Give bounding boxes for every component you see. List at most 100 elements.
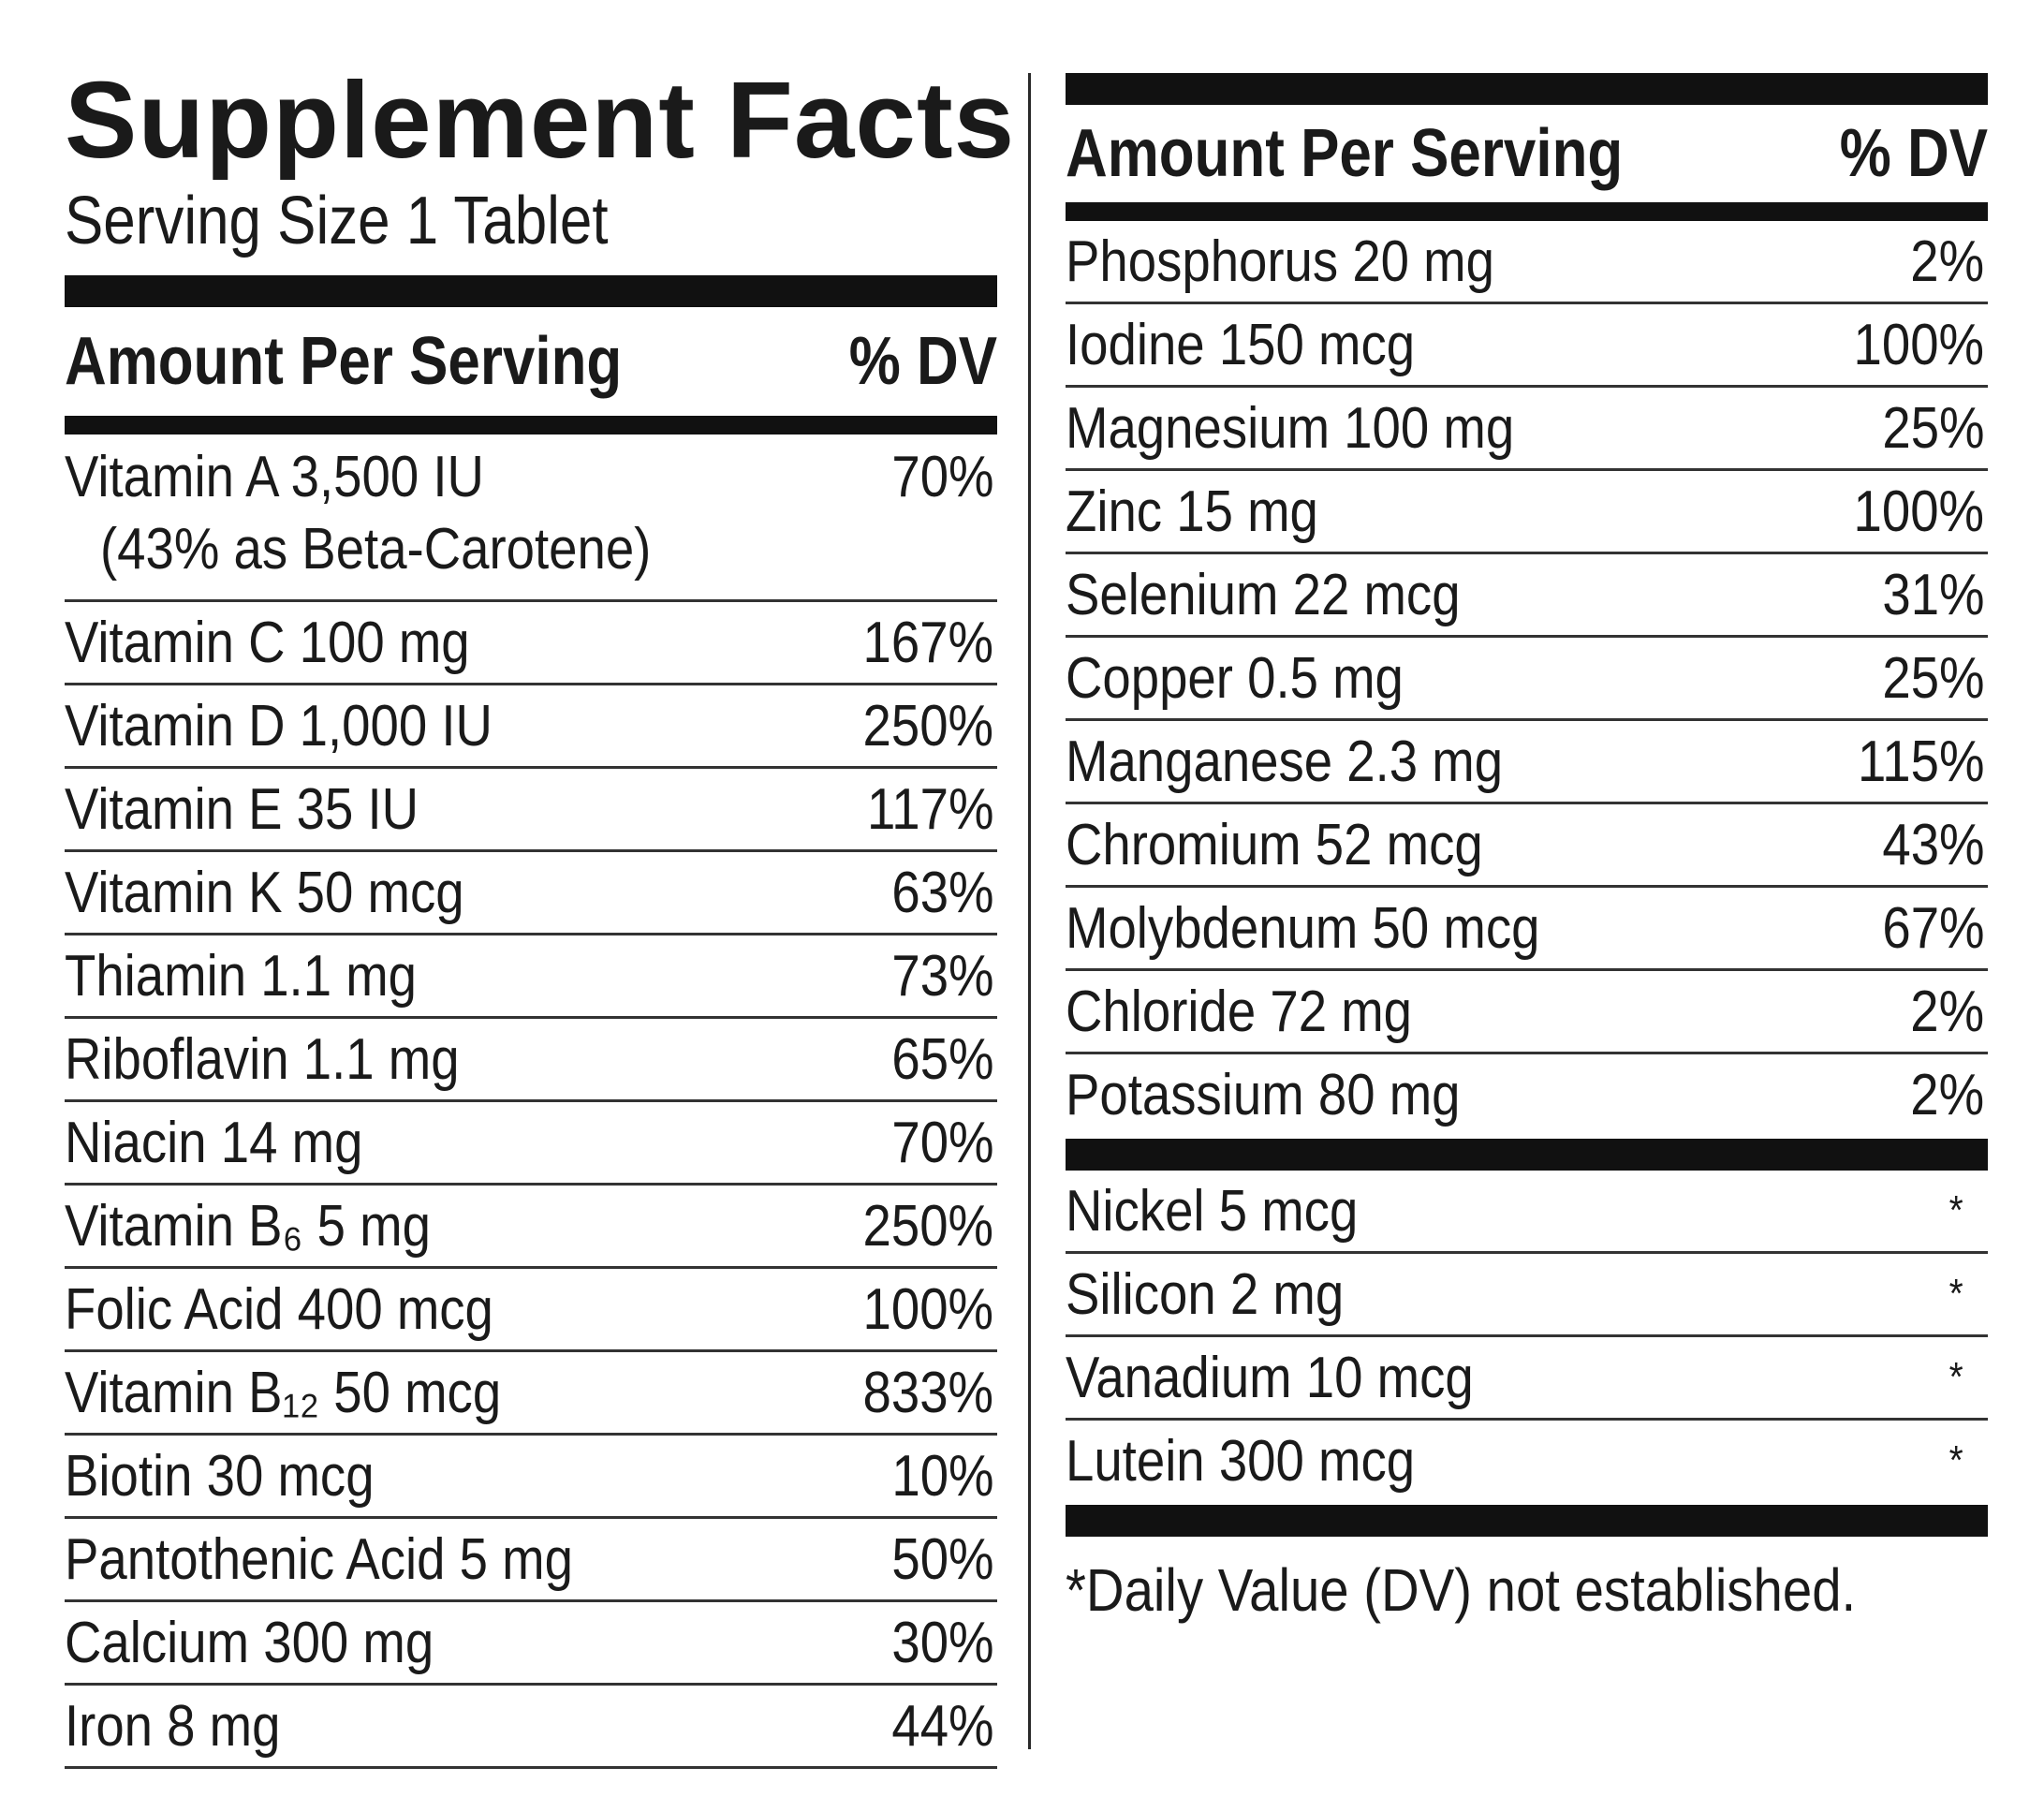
thick-divider xyxy=(1066,1505,1988,1537)
nutrient-row: Zinc 15 mg 100% xyxy=(1066,471,1988,554)
header-divider xyxy=(1066,202,1988,221)
nutrient-dv: * xyxy=(1948,1354,1963,1400)
nutrient-dv: 50% xyxy=(891,1526,994,1592)
left-panel: Supplement Facts Serving Size 1 Tablet A… xyxy=(65,59,1016,1769)
nutrient-dv: 115% xyxy=(1857,729,1985,794)
nutrient-name: Vitamin B₁₂ 50 mcg xyxy=(65,1360,502,1425)
nutrient-dv: 2% xyxy=(1910,228,1985,294)
nutrient-dv: * xyxy=(1948,1437,1963,1483)
nutrient-name: Iron 8 mg xyxy=(65,1693,281,1759)
nutrient-name: Pantothenic Acid 5 mg xyxy=(65,1526,573,1592)
nutrient-row: Chromium 52 mcg 43% xyxy=(1066,804,1988,888)
footnote: *Daily Value (DV) not established. xyxy=(1066,1556,1857,1624)
nutrient-row: Vitamin C 100 mg 167% xyxy=(65,602,997,685)
nutrient-row: Vitamin B₁₂ 50 mcg 833% xyxy=(65,1352,997,1436)
nutrient-dv: 100% xyxy=(862,1276,994,1342)
nutrient-row: Nickel 5 mcg * xyxy=(1066,1171,1988,1254)
right-nutrient-list: Phosphorus 20 mg 2% Iodine 150 mcg 100% Ma… xyxy=(1066,221,1988,1135)
nutrient-row: Lutein 300 mcg * xyxy=(1066,1421,1988,1501)
nutrient-row: Folic Acid 400 mcg 100% xyxy=(65,1269,997,1352)
nutrient-dv: 70% xyxy=(891,1110,994,1175)
dv-header-label: % DV xyxy=(848,324,997,399)
nutrient-name: Zinc 15 mg xyxy=(1066,479,1318,544)
nutrient-name: Molybdenum 50 mcg xyxy=(1066,895,1540,961)
nutrient-row: Vitamin E 35 IU 117% xyxy=(65,769,997,852)
label-title: Supplement Facts xyxy=(65,59,1016,181)
nutrient-row: Manganese 2.3 mg 115% xyxy=(1066,721,1988,804)
nutrient-dv: 117% xyxy=(866,776,994,842)
nutrient-row: Calcium 300 mg 30% xyxy=(65,1602,997,1686)
nutrient-dv: 2% xyxy=(1910,1062,1985,1127)
nutrient-row: Riboflavin 1.1 mg 65% xyxy=(65,1019,997,1102)
nutrient-dv: 250% xyxy=(862,693,994,759)
nutrient-row: Potassium 80 mg 2% xyxy=(1066,1054,1988,1135)
nutrient-row: Vitamin K 50 mcg 63% xyxy=(65,852,997,935)
nutrient-row: Vitamin A 3,500 IU (43% as Beta-Carotene… xyxy=(65,435,997,602)
nutrient-row: Molybdenum 50 mcg 67% xyxy=(1066,888,1988,971)
nutrient-name: Vitamin D 1,000 IU xyxy=(65,693,493,759)
nutrient-row: Iron 8 mg 44% xyxy=(65,1686,997,1769)
nutrient-dv: 73% xyxy=(891,943,994,1009)
column-divider xyxy=(1028,73,1031,1749)
nutrient-row: Iodine 150 mcg 100% xyxy=(1066,304,1988,388)
nutrient-row: Selenium 22 mcg 31% xyxy=(1066,554,1988,638)
left-nutrient-list: Vitamin A 3,500 IU (43% as Beta-Carotene… xyxy=(65,435,997,1769)
nutrient-name: Vitamin B₆ 5 mg xyxy=(65,1193,431,1259)
nutrient-name: Silicon 2 mg xyxy=(1066,1261,1345,1327)
nutrient-row: Biotin 30 mcg 10% xyxy=(65,1436,997,1519)
nutrient-dv: 167% xyxy=(862,610,994,675)
nutrient-dv: * xyxy=(1948,1271,1963,1317)
nutrient-name: Manganese 2.3 mg xyxy=(1066,729,1504,794)
nutrient-dv: 250% xyxy=(862,1193,994,1259)
amount-header-label: Amount Per Serving xyxy=(1066,116,1624,191)
nutrient-dv: 25% xyxy=(1882,395,1985,461)
amount-header: Amount Per Serving % DV xyxy=(1066,105,1988,202)
nutrient-row: Vitamin D 1,000 IU 250% xyxy=(65,685,997,769)
nutrient-row: Thiamin 1.1 mg 73% xyxy=(65,935,997,1019)
nutrient-dv: 44% xyxy=(891,1693,994,1759)
amount-header-label: Amount Per Serving xyxy=(65,324,623,399)
nutrient-dv: 63% xyxy=(891,860,994,925)
thick-divider xyxy=(65,275,997,307)
amount-header: Amount Per Serving % DV xyxy=(65,307,997,416)
nutrient-note: (43% as Beta-Carotene) xyxy=(100,517,652,582)
nutrient-name: Selenium 22 mcg xyxy=(1066,562,1461,627)
nutrient-row: Copper 0.5 mg 25% xyxy=(1066,638,1988,721)
nutrient-dv: 70% xyxy=(891,445,994,509)
nutrient-row: Vanadium 10 mcg * xyxy=(1066,1337,1988,1421)
thick-divider xyxy=(1066,1139,1988,1171)
nutrient-name: Chromium 52 mcg xyxy=(1066,812,1483,877)
nutrient-dv: 30% xyxy=(891,1610,994,1675)
header-divider xyxy=(65,416,997,435)
nutrient-name: Lutein 300 mcg xyxy=(1066,1428,1416,1494)
nutrient-dv: 833% xyxy=(862,1360,994,1425)
thick-divider xyxy=(1066,73,1988,105)
nutrient-name: Chloride 72 mg xyxy=(1066,979,1412,1044)
nutrient-dv: 65% xyxy=(891,1026,994,1092)
nutrient-name: Potassium 80 mg xyxy=(1066,1062,1461,1127)
nutrient-name: Vanadium 10 mcg xyxy=(1066,1345,1474,1410)
nutrient-dv: 100% xyxy=(1853,479,1985,544)
nutrient-row: Chloride 72 mg 2% xyxy=(1066,971,1988,1054)
nutrient-name: Vitamin A 3,500 IU xyxy=(65,445,484,509)
nutrient-row: Silicon 2 mg * xyxy=(1066,1254,1988,1337)
nutrient-name: Folic Acid 400 mcg xyxy=(65,1276,493,1342)
nutrient-dv: 2% xyxy=(1910,979,1985,1044)
nutrient-name: Thiamin 1.1 mg xyxy=(65,943,418,1009)
nutrient-row: Magnesium 100 mg 25% xyxy=(1066,388,1988,471)
nutrient-name: Vitamin K 50 mcg xyxy=(65,860,464,925)
nutrient-name: Magnesium 100 mg xyxy=(1066,395,1515,461)
nutrient-name: Vitamin E 35 IU xyxy=(65,776,419,842)
other-ingredient-list: Nickel 5 mcg * Silicon 2 mg * Vanadium 10 … xyxy=(1066,1171,1988,1501)
nutrient-name: Biotin 30 mcg xyxy=(65,1443,375,1509)
nutrient-name: Niacin 14 mg xyxy=(65,1110,363,1175)
nutrient-row: Vitamin B₆ 5 mg 250% xyxy=(65,1186,997,1269)
nutrient-dv: 10% xyxy=(891,1443,994,1509)
nutrient-row: Pantothenic Acid 5 mg 50% xyxy=(65,1519,997,1602)
nutrient-name: Calcium 300 mg xyxy=(65,1610,434,1675)
nutrient-dv: 67% xyxy=(1882,895,1985,961)
nutrient-row: Phosphorus 20 mg 2% xyxy=(1066,221,1988,304)
nutrient-name: Vitamin C 100 mg xyxy=(65,610,470,675)
nutrient-name: Phosphorus 20 mg xyxy=(1066,228,1494,294)
nutrient-name: Nickel 5 mcg xyxy=(1066,1178,1359,1244)
